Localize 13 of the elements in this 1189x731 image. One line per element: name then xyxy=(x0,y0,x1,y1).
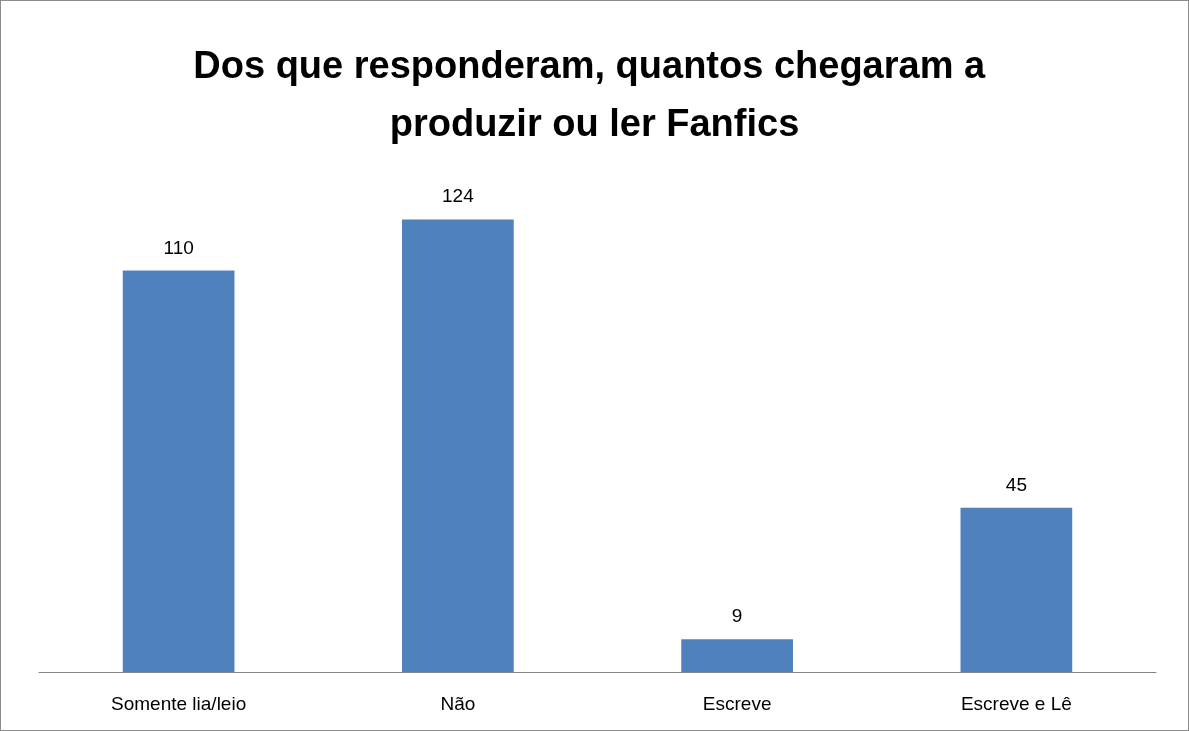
bar xyxy=(960,507,1073,672)
data-label: 110 xyxy=(163,236,194,258)
data-label: 124 xyxy=(442,185,475,207)
bar xyxy=(402,219,514,672)
x-tick-label: Escreve e Lê xyxy=(960,693,1072,714)
x-tick-label: Somente lia/leio xyxy=(111,693,247,714)
data-label: 9 xyxy=(731,605,743,627)
bar xyxy=(122,270,235,672)
x-tick-label: Escreve xyxy=(702,693,772,714)
data-label: 45 xyxy=(1005,473,1027,495)
chart-title: Dos que responderam, quantos chegaram a produzir ou ler Fanfics xyxy=(193,44,996,144)
bar xyxy=(681,639,793,672)
x-tick-label: Não xyxy=(440,693,476,714)
